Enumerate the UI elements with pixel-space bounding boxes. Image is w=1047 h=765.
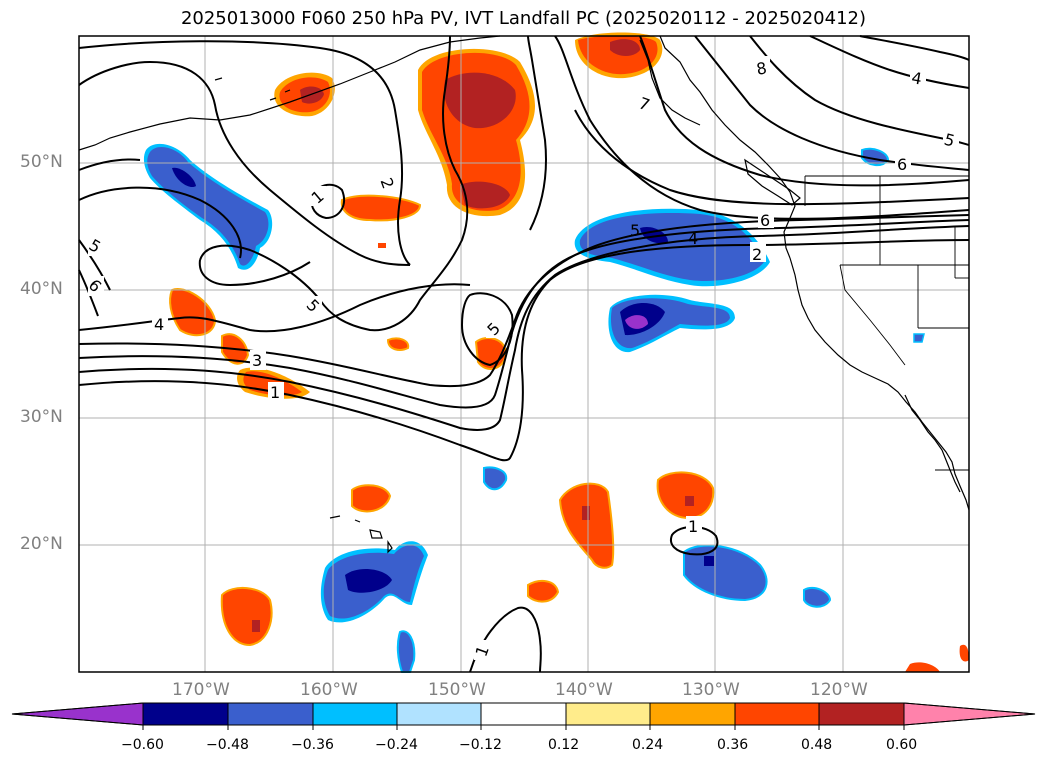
contour-labels: 8 7 4 5 6 6 5 4 2 2 1 5 6 4 3 1 5 5 1 1 bbox=[85, 56, 959, 660]
lat-label-20n: 20°N bbox=[20, 534, 63, 554]
lon-label-150w: 150°W bbox=[428, 680, 486, 700]
colorbar-label: −0.60 bbox=[121, 737, 164, 753]
map-title: 2025013000 F060 250 hPa PV, IVT Landfall… bbox=[180, 8, 867, 29]
contour-label: 8 bbox=[755, 58, 768, 78]
colorbar-label: −0.12 bbox=[459, 737, 502, 753]
contour-label: 4 bbox=[688, 229, 698, 248]
positive-anomaly-nw bbox=[274, 72, 335, 117]
negative-anomaly-small bbox=[483, 147, 925, 608]
colorbar-swatch bbox=[227, 702, 314, 726]
colorbar-label: −0.36 bbox=[291, 737, 334, 753]
colorbar-label: 0.24 bbox=[632, 737, 664, 753]
lon-label-140w: 140°W bbox=[555, 680, 613, 700]
colorbar-ticks bbox=[142, 725, 905, 730]
negative-anomaly-hawaii bbox=[320, 541, 428, 673]
colorbar-swatch bbox=[142, 702, 229, 726]
colorbar-swatch bbox=[480, 702, 567, 726]
negative-anomaly-offshore-california bbox=[608, 294, 735, 353]
colorbar-swatch bbox=[312, 702, 398, 726]
colorbar-swatch bbox=[565, 702, 651, 726]
lon-label-130w: 130°W bbox=[682, 680, 740, 700]
contour-label: 6 bbox=[760, 211, 770, 230]
contour-label: 1 bbox=[688, 517, 698, 536]
colorbar-label: 0.36 bbox=[717, 737, 749, 753]
colorbar bbox=[11, 702, 1036, 726]
lon-label-120w: 120°W bbox=[810, 680, 868, 700]
colorbar-label: −0.24 bbox=[375, 737, 418, 753]
colorbar-label: 0.60 bbox=[886, 737, 918, 753]
lon-label-160w: 160°W bbox=[300, 680, 358, 700]
positive-anomaly-gulf-alaska bbox=[418, 48, 535, 217]
political-borders bbox=[804, 175, 969, 471]
contour-label: 4 bbox=[910, 68, 923, 88]
contour-label: 3 bbox=[252, 351, 262, 370]
positive-anomaly-bc bbox=[575, 32, 663, 79]
filled-anomalies bbox=[143, 32, 969, 673]
lat-label-50n: 50°N bbox=[20, 152, 63, 172]
contour-label: 5 bbox=[942, 130, 957, 151]
colorbar-swatch bbox=[649, 702, 736, 726]
colorbar-label: −0.48 bbox=[206, 737, 249, 753]
colorbar-label: 0.12 bbox=[548, 737, 580, 753]
colorbar-swatch bbox=[903, 702, 1036, 726]
graticule bbox=[79, 36, 969, 672]
lat-label-40n: 40°N bbox=[20, 279, 63, 299]
colorbar-swatch bbox=[734, 702, 820, 726]
contour-label: 1 bbox=[270, 383, 280, 402]
map-frame bbox=[78, 35, 970, 673]
contour-label: 6 bbox=[897, 155, 907, 174]
colorbar-label: 0.48 bbox=[801, 737, 833, 753]
contour-label: 2 bbox=[752, 245, 762, 264]
contour-label: 5 bbox=[630, 221, 640, 240]
colorbar-swatch bbox=[818, 702, 905, 726]
colorbar-swatch bbox=[396, 702, 482, 726]
colorbar-swatch bbox=[11, 702, 144, 726]
lon-label-170w: 170°W bbox=[172, 680, 230, 700]
contour-label: 4 bbox=[154, 315, 164, 334]
lat-label-30n: 30°N bbox=[20, 407, 63, 427]
